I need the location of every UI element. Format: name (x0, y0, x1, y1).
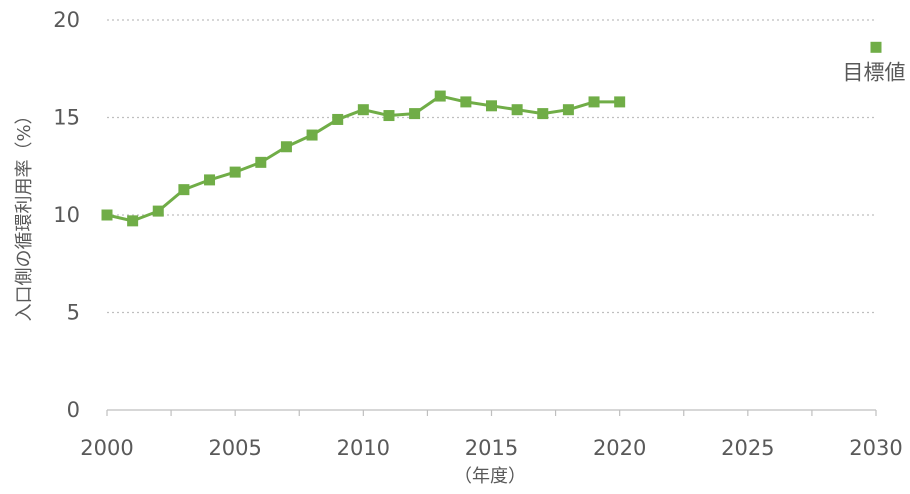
data-point (409, 108, 421, 120)
data-point (486, 100, 497, 112)
data-point (280, 141, 292, 153)
data-point (357, 104, 369, 116)
x-tick-label: 2025 (721, 436, 774, 460)
data-point (101, 209, 113, 221)
y-tick-label: 0 (67, 398, 80, 422)
y-axis-title: 入口側の循環利用率（%） (14, 106, 35, 321)
data-point (614, 96, 626, 108)
x-axis-title: （年度） (454, 466, 526, 487)
data-point (127, 215, 139, 227)
x-tick-label: 2000 (80, 436, 133, 460)
data-point (537, 108, 549, 120)
data-point (588, 96, 600, 108)
x-tick-label: 2015 (465, 436, 518, 460)
data-point (511, 104, 523, 116)
y-tick-label: 5 (67, 301, 80, 325)
data-point (434, 90, 446, 102)
y-tick-label: 20 (53, 8, 80, 32)
data-point (332, 113, 344, 125)
data-point (255, 156, 267, 168)
data-point (204, 174, 216, 186)
y-tick-label: 15 (53, 106, 80, 130)
x-axis (106, 409, 877, 416)
x-axis-ticks: 2000 2005 2010 2015 2020 2025 2030 (80, 436, 902, 460)
x-tick-label: 2030 (849, 436, 902, 460)
x-tick-label: 2020 (593, 436, 646, 460)
data-point (562, 104, 574, 116)
data-point (178, 184, 190, 196)
target-marker-group: 目標値 (843, 41, 906, 84)
target-label: 目標値 (843, 60, 906, 84)
data-point (152, 205, 164, 217)
y-tick-label: 10 (53, 203, 80, 227)
target-point (870, 41, 882, 53)
y-axis-ticks: 0 5 10 15 20 (53, 8, 80, 422)
data-point (229, 166, 241, 178)
gridlines (107, 19, 876, 314)
data-series (101, 90, 626, 227)
data-point (460, 96, 472, 108)
x-tick-label: 2010 (337, 436, 390, 460)
x-tick-label: 2005 (208, 436, 261, 460)
data-point (383, 110, 395, 122)
data-point (306, 129, 318, 141)
